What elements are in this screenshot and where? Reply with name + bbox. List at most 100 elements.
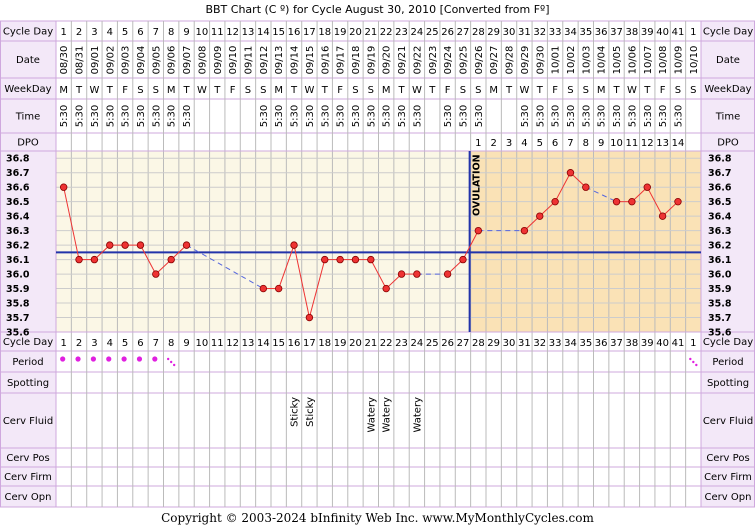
row-label-time: Time <box>15 112 40 123</box>
date-label: 09/09 <box>213 46 224 75</box>
date-label: 09/07 <box>182 46 193 75</box>
temperature-point <box>382 284 390 293</box>
time-label: 5:30 <box>673 105 684 127</box>
period-light-dot <box>689 357 692 361</box>
weekday-label: S <box>583 85 589 96</box>
date-label: 09/30 <box>535 46 546 75</box>
y-axis-tick-labels: 36.8 36.8 36.7 36.7 36.6 36.6 36.5 36.5 36.4 36.4… <box>6 154 732 339</box>
cycle-day-label-bottom: 21 <box>364 338 377 349</box>
y-tick-label-right: 36.2 <box>708 241 731 252</box>
chart-title: BBT Chart (C º) for Cycle August 30, 201… <box>205 3 549 16</box>
date-label: 09/20 <box>382 46 393 75</box>
weekday-label: T <box>106 85 114 96</box>
time-label: 5:30 <box>581 105 592 127</box>
row-label-weekday: WeekDay <box>4 84 51 95</box>
table-cells: 11M08/305:3022T08/315:3033W09/015:3044T0… <box>59 27 700 432</box>
weekday-label: W <box>519 85 529 96</box>
row-label-right-cerv_firm: Cerv Firm <box>704 472 752 483</box>
cycle-day-label: 18 <box>318 27 331 38</box>
time-label: 5:30 <box>336 105 347 127</box>
cycle-day-label-bottom: 38 <box>626 338 639 349</box>
y-tick-label-right: 35.8 <box>708 299 732 310</box>
cycle-day-label: 13 <box>242 27 255 38</box>
weekday-label: S <box>153 85 159 96</box>
row-label-right-cerv_pos: Cerv Pos <box>706 453 749 464</box>
cycle-day-label-bottom: 40 <box>656 338 669 349</box>
date-label: 10/07 <box>643 46 654 75</box>
temperature-points <box>59 169 682 322</box>
cycle-day-label: 35 <box>579 27 592 38</box>
weekday-label: T <box>428 85 436 96</box>
time-label: 5:30 <box>167 105 178 127</box>
weekday-label: W <box>627 85 637 96</box>
cycle-day-label: 27 <box>457 27 470 38</box>
cycle-day-label-bottom: 22 <box>380 338 393 349</box>
cycle-day-label: 23 <box>395 27 408 38</box>
row-label-cell-left <box>0 40 57 79</box>
date-label: 09/03 <box>121 46 132 75</box>
temperature-point <box>290 241 298 249</box>
temperature-point <box>75 255 83 264</box>
weekday-label: S <box>690 85 696 96</box>
time-label: 5:30 <box>551 105 562 127</box>
dpo-label: 5 <box>537 138 543 149</box>
temperature-point <box>536 212 544 220</box>
date-label: 09/15 <box>305 46 316 75</box>
cycle-day-label: 22 <box>380 27 393 38</box>
row-label-cell-right <box>700 392 755 449</box>
y-tick-label-right: 36.6 <box>708 183 732 194</box>
weekday-label: T <box>643 85 651 96</box>
cycle-day-label: 38 <box>626 27 639 38</box>
dpo-label: 13 <box>656 138 669 149</box>
temperature-segment <box>293 245 310 318</box>
cycle-day-label-bottom: 5 <box>122 338 128 349</box>
weekday-label: M <box>597 85 606 96</box>
dpo-label: 7 <box>567 138 573 149</box>
cycle-day-label: 4 <box>107 27 113 38</box>
weekday-label: T <box>75 85 83 96</box>
time-label: 5:30 <box>136 105 147 127</box>
row-label-right-cycle_day: Cycle Day <box>703 27 753 38</box>
row-label-cell-left <box>0 98 57 134</box>
weekday-label: S <box>137 85 143 96</box>
cycle-day-label: 28 <box>472 27 485 38</box>
cycle-day-label: 21 <box>364 27 377 38</box>
weekday-label: W <box>412 85 422 96</box>
cervical-fluid-label: Watery <box>412 397 423 433</box>
y-tick-label: 36.6 <box>6 183 30 194</box>
row-label-right-cerv_opn: Cerv Opn <box>705 492 752 503</box>
time-label: 5:30 <box>382 105 393 127</box>
copyright-footer: Copyright © 2003-2024 bInfinity Web Inc.… <box>161 511 594 525</box>
date-label: 10/02 <box>566 46 577 75</box>
temperature-point <box>459 255 467 264</box>
temperature-gap-segment <box>186 244 264 289</box>
cervical-fluid-label: Watery <box>382 397 393 433</box>
period-light-dot <box>169 360 173 364</box>
row-labels: Cycle Day Cycle Day Date Date WeekDay WeekDay… <box>3 27 753 504</box>
cycle-day-label-bottom: 27 <box>457 338 470 349</box>
date-label: 09/01 <box>90 46 101 75</box>
temperature-point <box>136 241 145 249</box>
period-light-dot <box>172 363 176 367</box>
row-label-cell-right <box>700 40 755 79</box>
temperature-point <box>321 255 329 264</box>
temperature-point <box>305 313 314 322</box>
cycle-day-label: 34 <box>564 27 577 38</box>
date-label: 08/31 <box>75 46 86 75</box>
cycle-day-label-bottom: 7 <box>153 338 159 349</box>
cycle-day-label-bottom: 11 <box>211 338 224 349</box>
date-label: 09/26 <box>474 46 485 75</box>
temperature-point <box>674 197 682 206</box>
date-label: 09/06 <box>167 46 178 75</box>
row-label-cycle_day_bottom: Cycle Day <box>3 337 53 348</box>
y-tick-label-right: 35.9 <box>708 284 731 295</box>
date-label: 09/16 <box>320 46 331 75</box>
cycle-day-label: 2 <box>76 27 82 38</box>
cycle-day-label: 10 <box>196 27 209 38</box>
time-label: 5:30 <box>520 105 531 127</box>
dpo-label: 14 <box>672 138 685 149</box>
pre-ovulation-background <box>56 151 470 332</box>
dpo-label: 4 <box>521 138 527 149</box>
temperature-segment <box>308 259 326 318</box>
dpo-label: 9 <box>598 138 604 149</box>
